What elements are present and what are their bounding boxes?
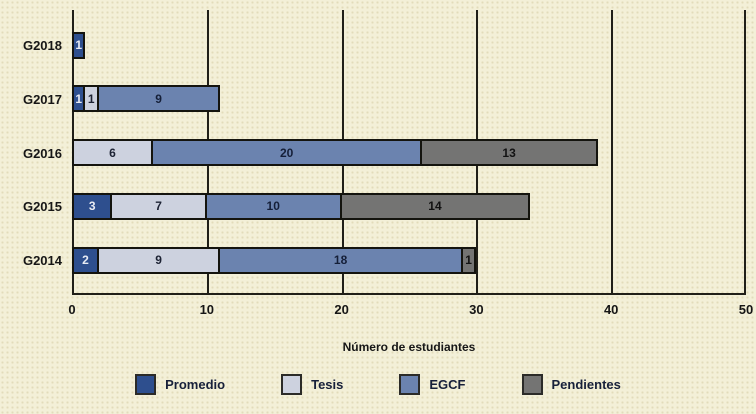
legend-label: Tesis bbox=[311, 377, 344, 392]
bar-value-label: 1 bbox=[87, 91, 95, 106]
bar-value-label: 6 bbox=[109, 145, 116, 160]
legend-label: Pendientes bbox=[551, 377, 621, 392]
bar-value-label: 1 bbox=[75, 91, 83, 106]
legend-label: EGCF bbox=[429, 377, 466, 392]
bar-segment-egcf: 20 bbox=[150, 139, 423, 166]
legend-item-tesis: Tesis bbox=[281, 374, 343, 395]
legend-swatch-tesis bbox=[281, 374, 303, 395]
plot-area: 1 1 1 9 6 20 13 3 7 10 14 2 9 18 1 bbox=[72, 10, 746, 295]
bar-segment-egcf: 10 bbox=[204, 192, 342, 220]
legend-swatch-promedio bbox=[135, 374, 157, 395]
bar-segment-egcf: 9 bbox=[96, 85, 221, 113]
bar-value-label: 20 bbox=[279, 145, 294, 160]
bar-segment-pendientes: 14 bbox=[339, 192, 531, 220]
x-tick-label-0: 0 bbox=[68, 302, 76, 317]
x-axis-title: Número de estudiantes bbox=[342, 340, 476, 354]
legend-item-egcf: EGCF bbox=[399, 374, 466, 395]
bar-value-label: 18 bbox=[333, 253, 348, 267]
bar-value-label: 14 bbox=[428, 199, 442, 214]
x-tick-label-30: 30 bbox=[469, 302, 484, 317]
x-tick-label-40: 40 bbox=[603, 302, 619, 317]
x-tick-label-50: 50 bbox=[738, 302, 754, 317]
y-axis-label-g2018: G2018 bbox=[22, 38, 62, 53]
bar-segment-egcf: 18 bbox=[218, 246, 463, 274]
x-axis-line bbox=[72, 293, 746, 295]
bar-segment-pendientes: 13 bbox=[420, 139, 598, 166]
bar-value-label: 13 bbox=[502, 145, 516, 160]
bar-segment-promedio: 3 bbox=[72, 192, 113, 220]
y-axis-label-g2017: G2017 bbox=[22, 91, 62, 107]
gridline-x-50 bbox=[744, 10, 746, 293]
bar-segment-promedio: 1 bbox=[72, 31, 86, 59]
bar-value-label: 1 bbox=[75, 38, 83, 52]
y-axis-label-g2015: G2015 bbox=[22, 199, 62, 215]
bar-value-label: 7 bbox=[155, 199, 162, 214]
legend-label: Promedio bbox=[165, 377, 226, 392]
bar-segment-pendientes: 1 bbox=[460, 246, 477, 274]
legend-swatch-pendientes bbox=[521, 374, 543, 395]
legend-item-promedio: Promedio bbox=[135, 374, 225, 395]
bar-segment-promedio: 2 bbox=[72, 246, 99, 274]
legend-swatch-egcf bbox=[399, 374, 421, 395]
bar-value-label: 1 bbox=[465, 253, 472, 267]
bar-value-label: 9 bbox=[155, 253, 162, 267]
bar-value-label: 10 bbox=[266, 199, 280, 214]
bar-value-label: 9 bbox=[155, 91, 162, 106]
legend-item-pendientes: Pendientes bbox=[521, 374, 621, 395]
legend: Promedio Tesis EGCF Pendientes bbox=[0, 374, 756, 395]
y-axis-label-g2016: G2016 bbox=[22, 145, 62, 161]
x-tick-label-10: 10 bbox=[199, 302, 215, 317]
bar-segment-tesis: 9 bbox=[96, 246, 221, 274]
bar-value-label: 3 bbox=[88, 199, 96, 214]
bar-value-label: 2 bbox=[82, 253, 89, 267]
bar-segment-tesis: 6 bbox=[72, 139, 153, 166]
bar-segment-tesis: 7 bbox=[110, 192, 207, 220]
y-axis-label-g2014: G2014 bbox=[22, 253, 62, 268]
x-tick-label-20: 20 bbox=[334, 302, 349, 317]
gridline-x-40 bbox=[611, 10, 614, 293]
